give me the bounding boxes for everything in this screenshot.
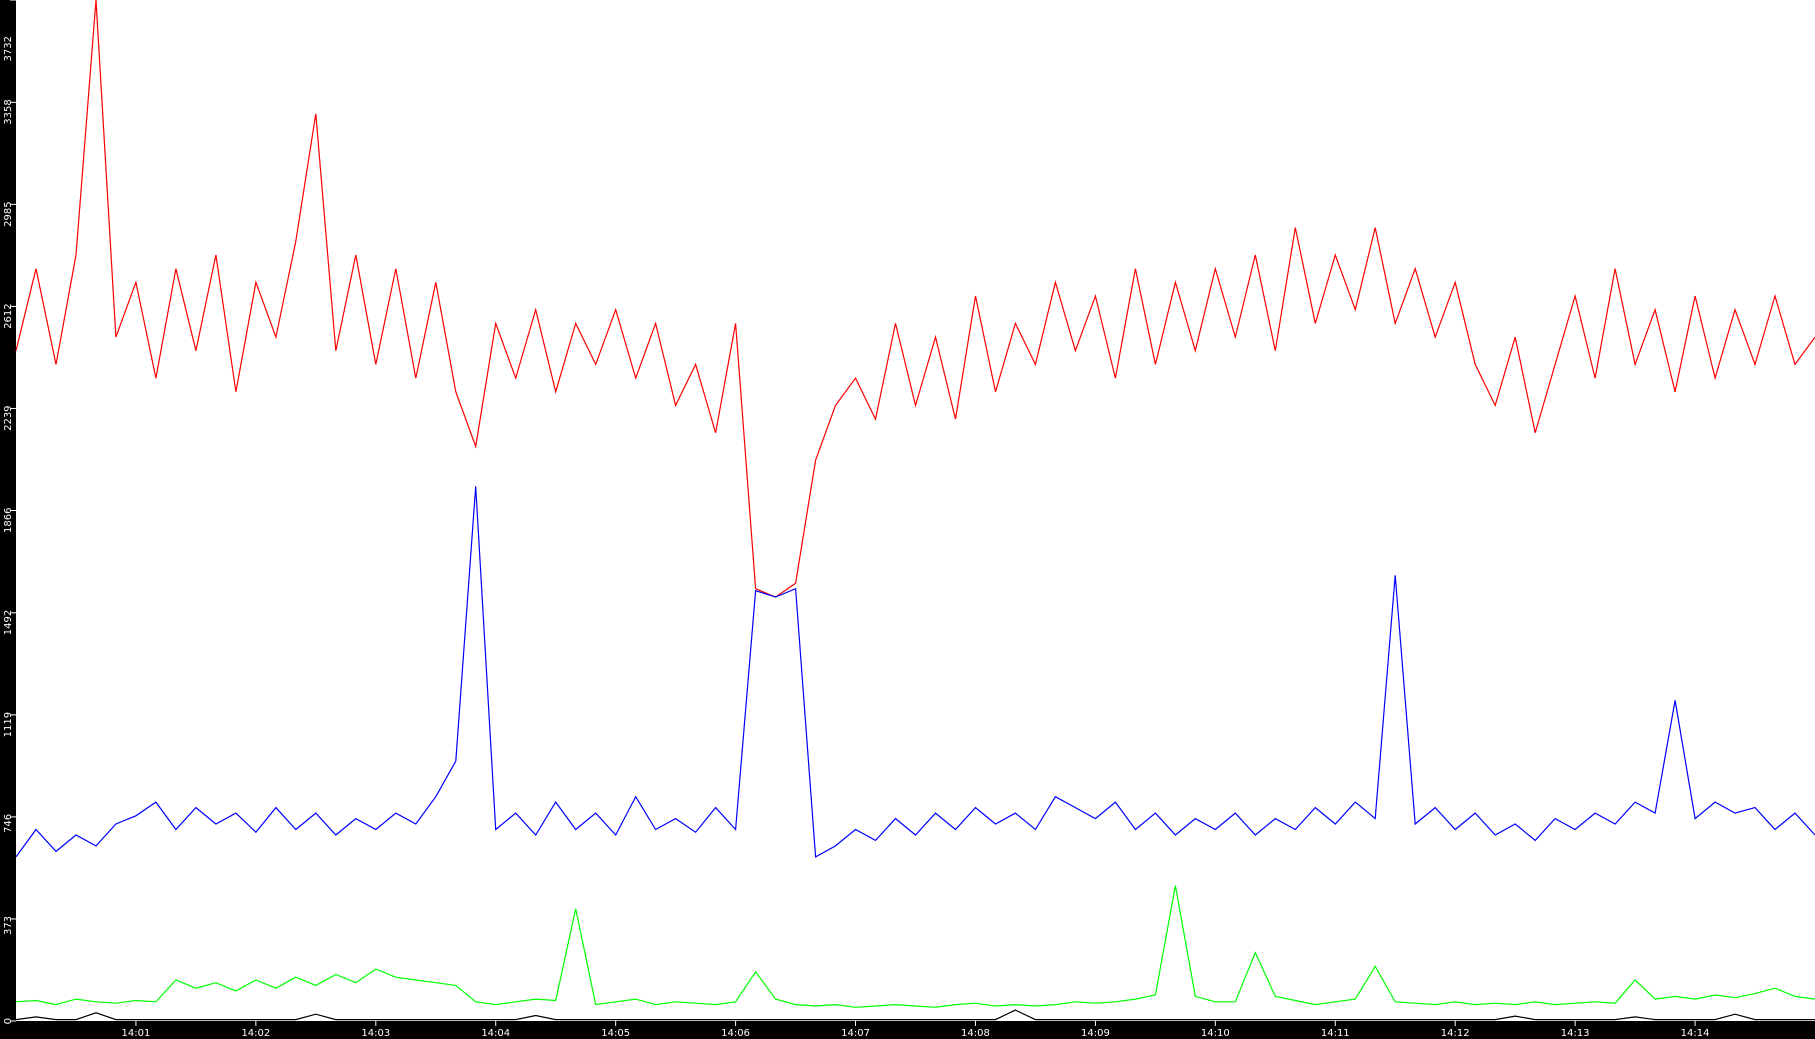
y-tick-label: 3732 — [3, 36, 14, 61]
x-axis: 14:01 14:02 14:03 14:04 14:05 14:06 14:07 14:08… — [122, 1021, 1710, 1039]
x-tick-label: 14:11 — [1321, 1028, 1350, 1039]
x-tick-label: 14:03 — [361, 1028, 390, 1039]
series-layer — [15, 0, 1815, 1021]
x-tick-label: 14:01 — [122, 1028, 151, 1039]
y-tick-label: 2985 — [3, 201, 14, 226]
y-tick-label: 746 — [3, 814, 14, 833]
y-axis: 0 373 746 1119 1492 1866 2239 2612 2985 3358 3732 — [3, 0, 16, 1024]
plot-background — [16, 0, 1815, 1021]
x-tick-label: 14:13 — [1561, 1028, 1590, 1039]
y-tick-label: 3358 — [3, 99, 14, 124]
y-tick-label: 373 — [3, 916, 14, 935]
x-tick-label: 14:09 — [1081, 1028, 1110, 1039]
y-axis-bar — [0, 0, 16, 1039]
x-tick-label: 14:06 — [721, 1028, 750, 1039]
y-tick-label: 1119 — [3, 712, 14, 737]
x-tick-label: 14:14 — [1681, 1028, 1710, 1039]
series-line-0 — [15, 0, 1815, 598]
x-tick-label: 14:07 — [841, 1028, 870, 1039]
y-tick-label: 1866 — [3, 508, 14, 533]
y-tick-label: 0 — [3, 1018, 14, 1024]
x-tick-label: 14:10 — [1201, 1028, 1230, 1039]
series-line-3 — [15, 1009, 1815, 1021]
x-tick-label: 14:08 — [961, 1028, 990, 1039]
x-axis-bar — [0, 1021, 1815, 1039]
x-tick-label: 14:12 — [1441, 1028, 1470, 1039]
series-line-1 — [15, 486, 1815, 858]
x-tick-label: 14:04 — [481, 1028, 510, 1039]
y-tick-label: 1492 — [3, 610, 14, 635]
series-line-2 — [15, 885, 1815, 1008]
y-tick-label: 2239 — [3, 405, 14, 430]
x-tick-label: 14:02 — [241, 1028, 270, 1039]
y-tick-label: 2612 — [3, 303, 14, 328]
x-tick-label: 14:05 — [601, 1028, 630, 1039]
